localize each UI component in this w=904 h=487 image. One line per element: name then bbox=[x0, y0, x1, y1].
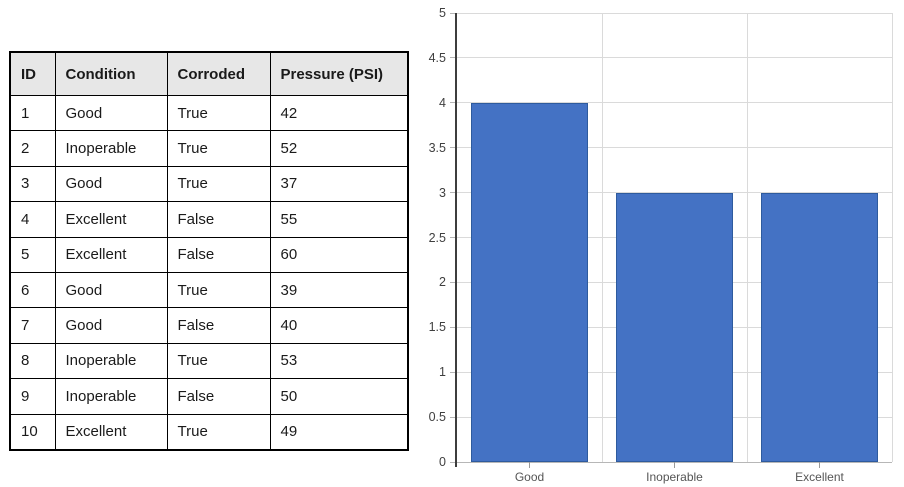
y-gridline bbox=[457, 57, 892, 59]
table-cell: Good bbox=[54, 165, 168, 203]
table-cell: False bbox=[166, 307, 271, 344]
y-tick bbox=[450, 416, 457, 418]
y-tick-label: 4 bbox=[439, 95, 446, 110]
y-tick-label: 4.5 bbox=[428, 50, 446, 65]
table-row: 7 Good False 40 bbox=[9, 307, 409, 344]
table-cell: 49 bbox=[269, 413, 409, 451]
table-cell: Excellent bbox=[54, 236, 168, 273]
y-tick bbox=[450, 461, 457, 463]
y-tick bbox=[450, 102, 457, 104]
y-tick bbox=[450, 281, 457, 283]
x-tick bbox=[529, 462, 530, 468]
table-cell: 52 bbox=[269, 130, 409, 167]
y-tick-label: 5 bbox=[439, 6, 446, 20]
bar-inoperable bbox=[616, 192, 733, 462]
table-cell: 7 bbox=[9, 307, 56, 344]
table-cell: 40 bbox=[269, 307, 409, 344]
table-cell: Good bbox=[54, 307, 168, 344]
y-tick bbox=[450, 57, 457, 59]
table-row: 3 Good True 37 bbox=[9, 165, 409, 203]
table-cell: 42 bbox=[269, 94, 409, 132]
y-gridline bbox=[457, 102, 892, 104]
x-gridline bbox=[891, 13, 893, 462]
x-category-label: Excellent bbox=[795, 470, 844, 484]
bar-excellent bbox=[761, 192, 878, 462]
column-header-pressure-psi: Pressure (PSI) bbox=[269, 51, 409, 96]
table-cell: True bbox=[166, 342, 271, 380]
table-cell: 3 bbox=[9, 165, 56, 203]
pipe-table: ID Condition Corroded Pressure (PSI) 1 Good T… bbox=[9, 51, 409, 451]
table-row: 5 Excellent False 60 bbox=[9, 236, 409, 273]
table-cell: 6 bbox=[9, 271, 56, 309]
table-cell: 8 bbox=[9, 342, 56, 380]
table-cell: Excellent bbox=[54, 413, 168, 451]
table-row: 10 Excellent True 49 bbox=[9, 413, 409, 451]
table-cell: 5 bbox=[9, 236, 56, 273]
table-cell: 39 bbox=[269, 271, 409, 309]
x-tick bbox=[674, 462, 675, 468]
table-row: 8 Inoperable True 53 bbox=[9, 342, 409, 380]
y-axis-line bbox=[455, 13, 457, 467]
x-category-label: Good bbox=[514, 470, 545, 484]
y-tick-label: 1.5 bbox=[428, 320, 446, 335]
y-tick-label: 0 bbox=[439, 455, 446, 469]
table-cell: False bbox=[166, 378, 271, 415]
x-tick bbox=[819, 462, 820, 468]
table-cell: True bbox=[166, 413, 271, 451]
table-cell: True bbox=[166, 130, 271, 167]
table-cell: 53 bbox=[269, 342, 409, 380]
bar-good bbox=[471, 102, 588, 462]
table-cell: True bbox=[166, 165, 271, 203]
x-gridline bbox=[746, 13, 748, 462]
table-cell: True bbox=[166, 94, 271, 132]
y-tick-label: 2 bbox=[439, 275, 446, 290]
table-cell: 37 bbox=[269, 165, 409, 203]
table-cell: Inoperable bbox=[54, 342, 168, 380]
y-tick bbox=[450, 12, 457, 14]
y-tick bbox=[450, 192, 457, 194]
table-cell: 50 bbox=[269, 378, 409, 415]
table-cell: Excellent bbox=[54, 201, 168, 238]
pipe-table-header: ID Condition Corroded Pressure (PSI) bbox=[9, 51, 409, 96]
table-row: 6 Good True 39 bbox=[9, 271, 409, 309]
table-cell: Inoperable bbox=[54, 378, 168, 415]
table-header-row: ID Condition Corroded Pressure (PSI) bbox=[9, 51, 409, 96]
y-tick bbox=[450, 147, 457, 149]
table-cell: True bbox=[166, 271, 271, 309]
y-tick-label: 3.5 bbox=[428, 140, 446, 155]
table-cell: 60 bbox=[269, 236, 409, 273]
y-tick bbox=[450, 326, 457, 328]
y-gridline bbox=[457, 12, 892, 14]
table-cell: False bbox=[166, 236, 271, 273]
y-tick-label: 3 bbox=[439, 185, 446, 200]
y-tick-label: 1 bbox=[439, 365, 446, 380]
y-tick bbox=[450, 371, 457, 373]
x-category-label: Inoperable bbox=[646, 470, 703, 484]
y-tick-label: 2.5 bbox=[428, 230, 446, 245]
y-tick-label: 0.5 bbox=[428, 410, 446, 425]
table-row: 9 Inoperable False 50 bbox=[9, 378, 409, 415]
pipe-table-body: 1 Good True 42 2 Inoperable True 52 3 Good True 37 4… bbox=[9, 94, 409, 451]
table-cell: Good bbox=[54, 271, 168, 309]
y-gridline bbox=[457, 147, 892, 149]
x-gridline bbox=[601, 13, 603, 462]
table-row: 1 Good True 42 bbox=[9, 94, 409, 132]
y-tick bbox=[450, 237, 457, 238]
table-cell: 4 bbox=[9, 201, 56, 238]
table-cell: 2 bbox=[9, 130, 56, 167]
table-cell: Good bbox=[54, 94, 168, 132]
